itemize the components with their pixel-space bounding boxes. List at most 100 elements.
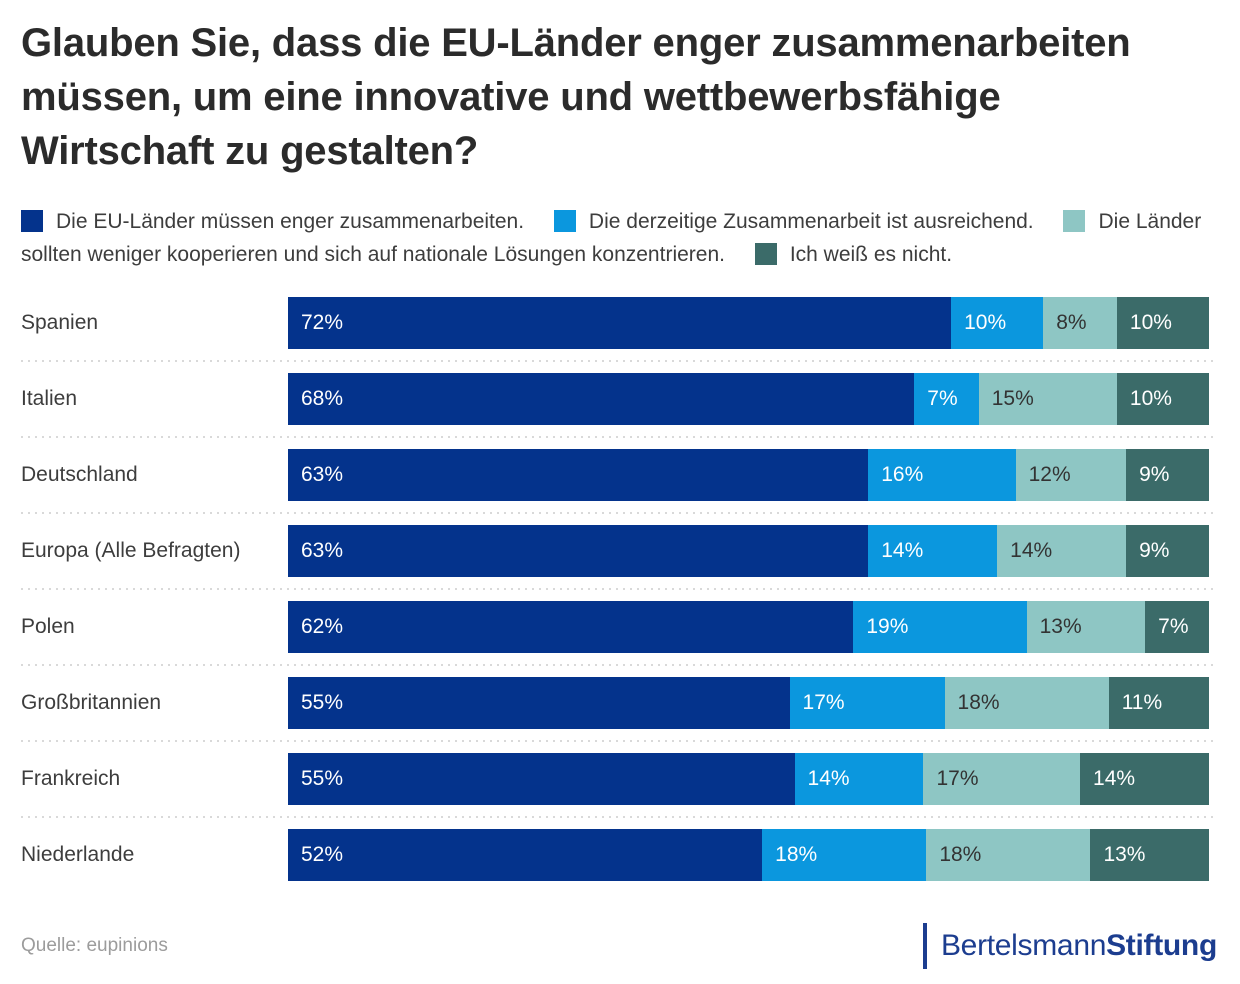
bar-segment: 55% [288, 677, 790, 729]
stacked-bar: 62% 19% 13% 7% [288, 601, 1209, 653]
bar-segment: 55% [288, 753, 795, 805]
chart-row: Frankreich 55% 14% 17% 14% [21, 753, 1217, 805]
bar-segment: 16% [868, 449, 1016, 501]
legend-swatch-icon [553, 210, 576, 232]
row-label: Italien [21, 387, 78, 410]
bar-segment: 18% [762, 829, 927, 881]
legend: Die EU-Länder müssen enger zusammenarbei… [21, 205, 1217, 271]
legend-item: Die EU-Länder müssen enger zusammenarbei… [21, 210, 524, 233]
row-label: Europa (Alle Befragten) [21, 539, 241, 562]
row-separator [21, 816, 1217, 818]
bar-segment: 7% [914, 373, 979, 425]
bar-value-label: 10% [964, 311, 1007, 334]
stacked-bar: 63% 16% 12% 9% [288, 449, 1209, 501]
bar-value-label: 55% [301, 767, 344, 790]
chart-row: Polen 62% 19% 13% 7% [21, 601, 1217, 653]
legend-swatch-icon [1063, 210, 1086, 232]
bar-segment: 10% [1116, 297, 1209, 349]
bar-value-label: 14% [1010, 539, 1053, 562]
chart-row: Italien 68% 7% 15% 10% [21, 373, 1217, 425]
bar-segment: 17% [923, 753, 1081, 805]
chart-row: Großbritannien 55% 17% 18% 11% [21, 677, 1217, 729]
bar-value-label: 52% [301, 843, 344, 866]
bar-segment: 14% [794, 753, 924, 805]
row-label: Deutschland [21, 463, 138, 486]
bar-value-label: 11% [1121, 691, 1163, 714]
chart-title: Glauben Sie, dass die EU-Länder enger zu… [21, 21, 1131, 173]
chart-row: Europa (Alle Befragten) 63% 14% 14% 9% [21, 525, 1217, 577]
bar-value-label: 18% [939, 843, 982, 866]
row-label: Großbritannien [21, 691, 162, 714]
bar-value-label: 13% [1039, 615, 1082, 638]
bar-value-label: 17% [936, 767, 979, 790]
row-separator [21, 664, 1217, 666]
source-note: Quelle: eupinions [21, 935, 168, 956]
bar-value-label: 9% [1139, 463, 1170, 486]
legend-item: Die derzeitige Zusammenarbeit ist ausrei… [553, 210, 1034, 233]
bar-value-label: 10% [1129, 387, 1172, 410]
bar-value-label: 62% [301, 615, 344, 638]
bar-segment: 9% [1126, 449, 1209, 501]
bar-value-label: 55% [301, 691, 344, 714]
bar-segment: 72% [288, 297, 952, 349]
bar-segment: 63% [288, 449, 869, 501]
bar-value-label: 8% [1056, 311, 1087, 334]
bar-value-label: 18% [775, 843, 818, 866]
chart-rows: Spanien 72% 10% 8% 10% Italien 68% 7% 15% 10% … [21, 297, 1217, 881]
bar-value-label: 14% [1093, 767, 1136, 790]
bar-value-label: 13% [1103, 843, 1146, 866]
bar-segment: 13% [1026, 601, 1146, 653]
legend-label: Die Länder sollten weniger kooperieren u… [21, 210, 1202, 266]
legend-label: Ich weiß es nicht. [789, 243, 953, 266]
stacked-bar: 55% 14% 17% 14% [288, 753, 1209, 805]
stacked-bar: 55% 17% 18% 11% [288, 677, 1209, 729]
chart-row: Deutschland 63% 16% 12% 9% [21, 449, 1217, 501]
logo-wordmark: BertelsmannStiftung [941, 929, 1217, 963]
bar-value-label: 63% [301, 539, 344, 562]
bertelsmann-logo: BertelsmannStiftung [922, 923, 1217, 969]
bar-value-label: 19% [866, 615, 909, 638]
bar-value-label: 17% [802, 691, 845, 714]
bar-value-label: 72% [301, 311, 344, 334]
bar-segment: 18% [926, 829, 1091, 881]
bar-value-label: 12% [1028, 463, 1071, 486]
logo-bar-icon [922, 923, 927, 969]
bar-segment: 62% [288, 601, 854, 653]
row-separator [21, 512, 1217, 514]
bar-value-label: 68% [301, 387, 344, 410]
bar-segment: 19% [853, 601, 1027, 653]
bar-segment: 63% [288, 525, 869, 577]
stacked-bar: 63% 14% 14% 9% [288, 525, 1209, 577]
bar-value-label: 7% [1158, 615, 1189, 638]
bar-segment: 12% [1015, 449, 1127, 501]
bar-value-label: 63% [301, 463, 344, 486]
row-separator [21, 740, 1217, 742]
bar-segment: 14% [997, 525, 1127, 577]
bar-value-label: 16% [881, 463, 924, 486]
footer: Quelle: eupinions BertelsmannStiftung [21, 923, 1217, 969]
legend-item: Die Länder sollten weniger kooperieren u… [21, 210, 1201, 266]
legend-item: Ich weiß es nicht. [754, 243, 953, 266]
legend-label: Die derzeitige Zusammenarbeit ist ausrei… [588, 210, 1034, 233]
bar-segment: 8% [1043, 297, 1117, 349]
bar-segment: 14% [1080, 753, 1209, 805]
row-separator [21, 436, 1217, 438]
logo-text-regular: Bertelsmann [940, 929, 1107, 962]
bar-segment: 17% [789, 677, 945, 729]
bar-segment: 68% [288, 373, 915, 425]
bar-segment: 11% [1108, 677, 1209, 729]
row-label: Polen [21, 615, 75, 638]
row-label: Frankreich [21, 767, 121, 790]
stacked-bar: 52% 18% 18% 13% [288, 829, 1209, 881]
row-separator [21, 360, 1217, 362]
bar-value-label: 14% [881, 539, 924, 562]
bar-segment: 10% [951, 297, 1044, 349]
bar-value-label: 7% [927, 387, 958, 410]
bar-segment: 15% [978, 373, 1117, 425]
legend-swatch-icon [21, 210, 43, 232]
legend-label: Die EU-Länder müssen enger zusammenarbei… [56, 210, 525, 233]
bar-value-label: 18% [957, 691, 1000, 714]
chart-row: Spanien 72% 10% 8% 10% [21, 297, 1217, 349]
bar-segment: 13% [1090, 829, 1209, 881]
